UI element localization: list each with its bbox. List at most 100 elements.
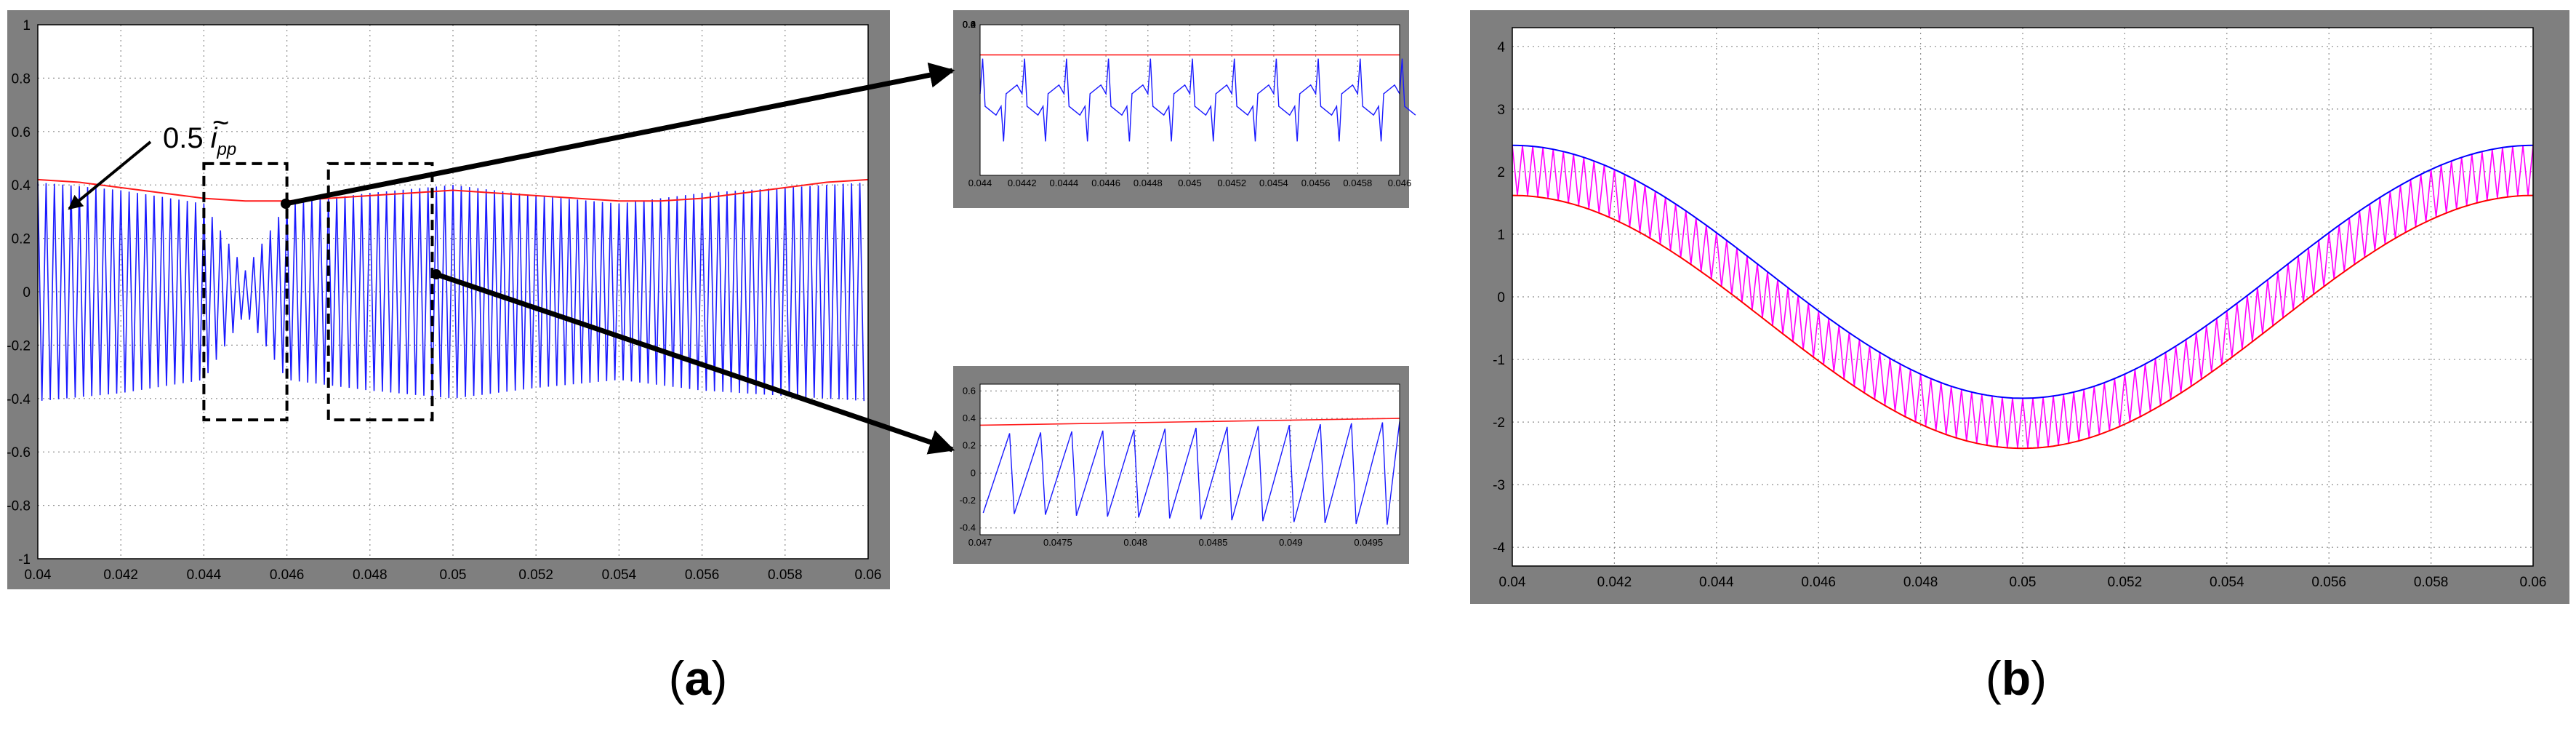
- x-tick-label: 0.042: [103, 567, 138, 583]
- x-tick-label: 0.05: [440, 567, 467, 583]
- x-tick-label: 0.046: [1801, 575, 1836, 590]
- x-tick-label: 0.047: [968, 537, 992, 548]
- panel-label-b: (b): [1986, 651, 2047, 705]
- panel-b-open: (: [1986, 651, 2002, 705]
- x-tick-label: 0.06: [855, 567, 882, 583]
- x-tick-label: 0.04: [25, 567, 52, 583]
- x-tick-label: 0.049: [1279, 537, 1303, 548]
- upper-band-line: [1512, 144, 2534, 399]
- x-tick-label: 0.058: [768, 567, 803, 583]
- y-tick-label: 0.4: [12, 178, 31, 194]
- y-tick-label: 1: [23, 18, 31, 33]
- y-tick-label: 0: [23, 285, 31, 300]
- panel-a-plot: 0.04 0.042 0.044 0.046 0.048 0.05 0.052 0.054 0.…: [7, 18, 881, 583]
- ripple-current-line: [37, 182, 865, 402]
- y-tick-label: 0.6: [963, 19, 976, 30]
- y-tick-label: -2: [1493, 415, 1505, 431]
- zoom2-arrow-tail: [431, 269, 441, 279]
- panel-a-letter: a: [685, 651, 713, 705]
- panel-label-a: (a): [669, 651, 728, 705]
- x-tick-label: 0.056: [685, 567, 720, 583]
- x-tick-label: 0.0446: [1091, 178, 1120, 188]
- y-tick-label: 2: [1497, 165, 1505, 180]
- y-tick-label: 3: [1497, 103, 1505, 118]
- x-tick-label: 0.056: [2311, 575, 2346, 590]
- x-tick-label: 0.0485: [1199, 537, 1228, 548]
- y-tick-label: 0: [971, 467, 976, 478]
- x-tick-label: 0.0452: [1217, 178, 1246, 188]
- x-tick-label: 0.0458: [1343, 178, 1372, 188]
- y-tick-label: 4: [1497, 40, 1505, 55]
- zoom1-plot: 0.044 0.0442 0.0444 0.0446 0.0448 0.045 0.0452…: [963, 19, 1416, 188]
- y-tick-label: -0.2: [960, 495, 976, 506]
- x-tick-label: 0.05: [2010, 575, 2037, 590]
- peak-envelope-line: [37, 178, 869, 202]
- x-tick-label: 0.052: [518, 567, 553, 583]
- x-tick-label: 0.046: [1388, 178, 1412, 188]
- y-tick-label: 0: [1497, 290, 1505, 306]
- x-tick-label: 0.0442: [1008, 178, 1037, 188]
- y-tick-label: -0.2: [7, 338, 31, 354]
- x-tick-label: 0.0444: [1050, 178, 1079, 188]
- x-tick-label: 0.052: [2108, 575, 2143, 590]
- panel-b-close: ): [2031, 651, 2047, 705]
- y-tick-label: 0.4: [963, 19, 976, 30]
- y-tick-label: 0.2: [963, 440, 976, 451]
- zoom1-ripple-line: [979, 58, 1416, 142]
- zoom2-envelope-line: [979, 418, 1400, 426]
- x-tick-label: 0.048: [1123, 537, 1147, 548]
- ann-tilde: ~: [212, 107, 229, 139]
- zoom2-plot: 0.047 0.0475 0.048 0.0485 0.049 0.0495 0.6 0.4 0…: [960, 383, 1400, 548]
- x-tick-label: 0.048: [1903, 575, 1938, 590]
- panel-a-open: (: [669, 651, 685, 705]
- y-tick-label: 0.6: [963, 385, 976, 396]
- x-tick-label: 0.046: [270, 567, 305, 583]
- zoom-boxes: [202, 162, 434, 422]
- y-tick-label: -4: [1493, 541, 1505, 556]
- x-tick-label: 0.0475: [1043, 537, 1072, 548]
- panel-a-close: ): [711, 651, 727, 705]
- ripple-annotation: 0.5 ipp: [163, 122, 236, 159]
- y-tick-label: -1: [1493, 353, 1505, 368]
- y-tick-label: -0.4: [7, 392, 31, 407]
- x-tick-label: 0.054: [602, 567, 637, 583]
- y-tick-label: -0.4: [960, 522, 976, 533]
- x-tick-label: 0.044: [187, 567, 222, 583]
- y-tick-label: -0.8: [7, 499, 31, 514]
- x-tick-label: 0.054: [2210, 575, 2244, 590]
- zoom1-arrow-tail: [281, 199, 291, 209]
- x-tick-label: 0.044: [1699, 575, 1734, 590]
- ann-sub: pp: [217, 140, 237, 159]
- annotation-arrow: [68, 140, 152, 210]
- zoom-box: [202, 162, 289, 422]
- x-tick-label: 0.06: [2520, 575, 2547, 590]
- x-tick-label: 0.044: [968, 178, 992, 188]
- y-tick-label: -0.6: [7, 445, 31, 461]
- zoom2-arrow: [435, 271, 955, 455]
- y-tick-label: 0.2: [963, 19, 976, 30]
- x-tick-label: 0.0448: [1133, 178, 1163, 188]
- y-tick-label: 0.2: [12, 232, 31, 247]
- zoom2-ripple-line: [982, 421, 1400, 525]
- x-tick-label: 0.0454: [1259, 178, 1288, 188]
- x-tick-label: 0.048: [353, 567, 388, 583]
- zoom-box: [326, 162, 434, 422]
- x-tick-label: 0.058: [2414, 575, 2449, 590]
- zoom1-arrow: [285, 63, 955, 207]
- x-tick-label: 0.042: [1597, 575, 1632, 590]
- y-tick-label: 0.6: [12, 125, 31, 140]
- y-tick-label: 0.8: [12, 71, 31, 87]
- ann-symbol: i: [211, 122, 218, 154]
- x-tick-label: 0.0495: [1354, 537, 1383, 548]
- y-tick-label: 0.4: [963, 19, 976, 30]
- y-tick-label: 0.4: [963, 413, 976, 423]
- y-tick-label: 0.2: [963, 19, 976, 30]
- panel-b-letter: b: [2002, 651, 2031, 705]
- ann-coef: 0.5: [163, 122, 204, 154]
- lower-band-line: [1512, 194, 2534, 450]
- y-tick-label: 0.6: [963, 19, 976, 30]
- x-tick-label: 0.045: [1178, 178, 1202, 188]
- x-tick-label: 0.0456: [1301, 178, 1331, 188]
- y-tick-label: 0: [971, 19, 976, 30]
- y-tick-label: -1: [18, 552, 31, 567]
